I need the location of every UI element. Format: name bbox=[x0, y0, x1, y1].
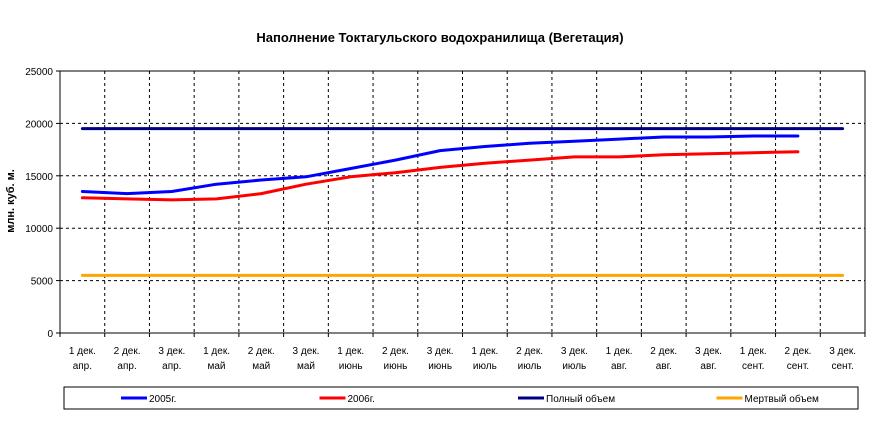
x-tick-label: 1 дек. апр. bbox=[69, 346, 96, 372]
y-tick-label: 20000 bbox=[25, 119, 53, 130]
chart-title: Наполнение Токтагульского водохранилища … bbox=[256, 30, 623, 45]
x-tick-label: 1 дек. авг. bbox=[606, 346, 633, 372]
x-tick-label: 1 дек. июль bbox=[471, 346, 498, 372]
y-tick-label: 15000 bbox=[25, 172, 53, 183]
y-tick-label: 5000 bbox=[31, 277, 54, 288]
x-tick-label: 2 дек. апр. bbox=[114, 346, 141, 372]
x-tick-label: 2 дек. июль bbox=[516, 346, 543, 372]
legend-frame bbox=[63, 386, 859, 410]
legend-label-2: Полный объем bbox=[546, 393, 615, 405]
series-line-1 bbox=[80, 150, 800, 202]
x-tick-label: 3 дек. май bbox=[293, 346, 320, 372]
legend-label-1: 2006г. bbox=[348, 394, 375, 405]
x-tick-label: 2 дек. сент. bbox=[784, 346, 811, 372]
x-tick-label: 3 дек. июнь bbox=[427, 346, 454, 372]
x-tick-label: 2 дек. авг. bbox=[650, 346, 677, 372]
x-tick-label: 3 дек. июль bbox=[561, 346, 588, 372]
y-tick-label: 25000 bbox=[25, 67, 53, 78]
x-tick-label: 3 дек. апр. bbox=[158, 346, 185, 372]
y-axis-label: млн. куб. м. bbox=[5, 169, 17, 233]
x-tick-label: 1 дек. сент. bbox=[740, 346, 767, 372]
x-tick-label: 2 дек. июнь bbox=[382, 346, 409, 372]
y-tick-label: 0 bbox=[47, 329, 53, 340]
series-line-0 bbox=[80, 134, 800, 196]
plot-area: 0 5000 10000 15000 20000 25000 1 дек. апр. 2 дек… bbox=[25, 67, 866, 372]
x-tick-label: 1 дек. июнь bbox=[337, 346, 364, 372]
legend-label-3: Мертвый объем bbox=[745, 393, 820, 405]
legend-label-0: 2005г. bbox=[149, 394, 176, 405]
x-tick-label: 3 дек. сент. bbox=[829, 346, 856, 372]
y-tick-label: 10000 bbox=[25, 224, 53, 235]
x-tick-label: 1 дек. май bbox=[203, 346, 230, 372]
x-tick-label: 2 дек. май bbox=[248, 346, 275, 372]
x-tick-label: 3 дек. авг. bbox=[695, 346, 722, 372]
legend: 2005г. 2006г. Полный объем Мертвый объем bbox=[63, 386, 859, 410]
